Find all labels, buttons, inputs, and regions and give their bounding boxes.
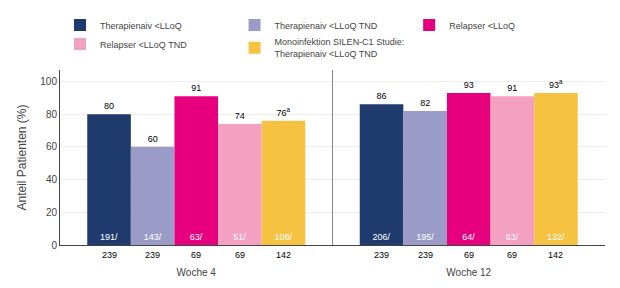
svg-text:69: 69: [464, 250, 474, 260]
svg-text:143/: 143/: [144, 232, 162, 242]
svg-text:100: 100: [40, 76, 57, 87]
svg-text:60: 60: [46, 141, 58, 152]
svg-text:80: 80: [46, 109, 58, 120]
svg-text:63/: 63/: [190, 232, 203, 242]
svg-text:Relapser <LLoQ TND: Relapser <LLoQ TND: [100, 40, 187, 50]
svg-text:60: 60: [148, 134, 158, 144]
svg-text:76​a​: 76​a​: [276, 106, 290, 118]
svg-text:Relapser <LLoQ: Relapser <LLoQ: [449, 21, 515, 31]
svg-text:239: 239: [102, 250, 117, 260]
svg-text:69: 69: [507, 250, 517, 260]
svg-text:Anteil Patienten (%): Anteil Patienten (%): [15, 104, 29, 210]
svg-text:93: 93: [464, 80, 474, 90]
svg-text:64/: 64/: [462, 232, 475, 242]
svg-text:93​a​: 93​a​: [549, 78, 563, 90]
svg-text:82: 82: [420, 98, 430, 108]
svg-text:132/: 132/: [547, 232, 565, 242]
svg-text:191/: 191/: [100, 232, 118, 242]
svg-text:Woche 12: Woche 12: [446, 267, 491, 278]
svg-text:142: 142: [276, 250, 291, 260]
svg-text:86: 86: [377, 91, 387, 101]
svg-text:91: 91: [191, 83, 201, 93]
svg-text:239: 239: [374, 250, 389, 260]
svg-text:69: 69: [235, 250, 245, 260]
svg-text:Therapienaiv <LLoQ TND: Therapienaiv <LLoQ TND: [275, 21, 378, 31]
svg-text:51/: 51/: [233, 232, 246, 242]
svg-text:142: 142: [548, 250, 563, 260]
svg-text:Woche 4: Woche 4: [177, 267, 217, 278]
svg-text:195/: 195/: [416, 232, 434, 242]
svg-text:239: 239: [145, 250, 160, 260]
svg-text:108/: 108/: [274, 232, 292, 242]
svg-text:206/: 206/: [373, 232, 391, 242]
svg-text:40: 40: [46, 174, 58, 185]
svg-text:74: 74: [235, 111, 245, 121]
svg-text:20: 20: [46, 207, 58, 218]
svg-text:80: 80: [104, 101, 114, 111]
svg-text:Therapienaiv <LLoQ: Therapienaiv <LLoQ: [100, 21, 182, 31]
svg-text:91: 91: [507, 83, 517, 93]
svg-text:239: 239: [418, 250, 433, 260]
svg-text:69: 69: [191, 250, 201, 260]
svg-text:63/: 63/: [506, 232, 519, 242]
svg-text:Monoinfektion SILEN-C1 Studie:: Monoinfektion SILEN-C1 Studie:Therapiena…: [275, 37, 405, 59]
svg-text:0: 0: [51, 240, 57, 251]
